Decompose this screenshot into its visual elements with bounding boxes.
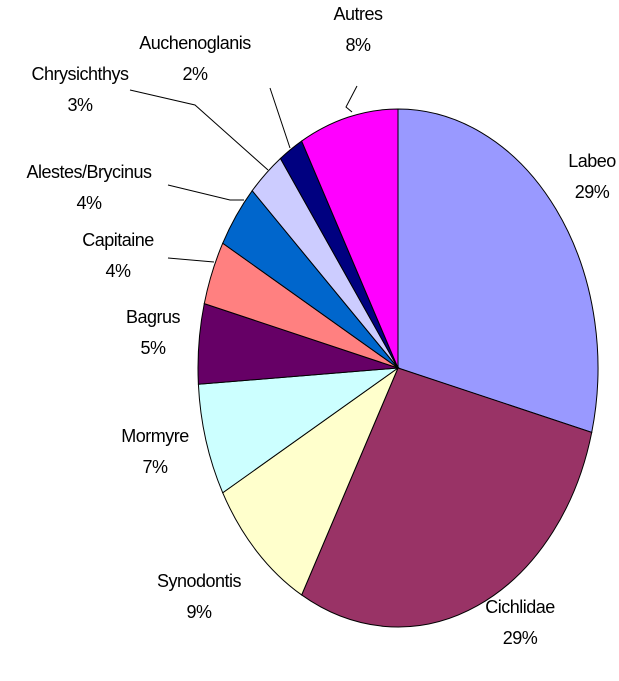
slice-label: Labeo	[568, 151, 616, 171]
slice-label: Cichlidae	[485, 597, 555, 617]
slice-label: Synodontis	[157, 571, 242, 591]
slice-label: Auchenoglanis	[139, 33, 251, 53]
slice-label: Capitaine	[82, 230, 154, 250]
slice-label: Alestes/Brycinus	[26, 162, 152, 182]
leaders	[129, 85, 358, 263]
slice-value-label: 29%	[503, 628, 538, 648]
slice-value-label: 4%	[105, 261, 131, 281]
slice-value-label: 3%	[67, 95, 93, 115]
leader-line	[129, 89, 269, 171]
slice-label: Bagrus	[126, 307, 181, 327]
slice-value-label: 4%	[76, 193, 102, 213]
pie-slice	[197, 367, 400, 494]
slice-label: Mormyre	[121, 426, 189, 446]
leader-line	[269, 87, 291, 149]
slice-value-label: 2%	[182, 64, 208, 84]
slice-value-label: 9%	[186, 602, 212, 622]
slice-value-label: 8%	[345, 35, 371, 55]
slice-label: Chrysichthys	[31, 64, 129, 84]
leader-line	[345, 85, 358, 113]
pie-slice	[301, 108, 399, 369]
leader-line	[167, 257, 215, 263]
slice-value-label: 29%	[575, 182, 610, 202]
leader-line	[167, 184, 244, 201]
slice-value-label: 7%	[142, 457, 168, 477]
slice-value-label: 5%	[140, 338, 166, 358]
pie-slice	[301, 367, 593, 628]
slice-label: Autres	[333, 4, 383, 24]
pie-slice	[397, 108, 599, 434]
pie-slice	[222, 366, 400, 596]
